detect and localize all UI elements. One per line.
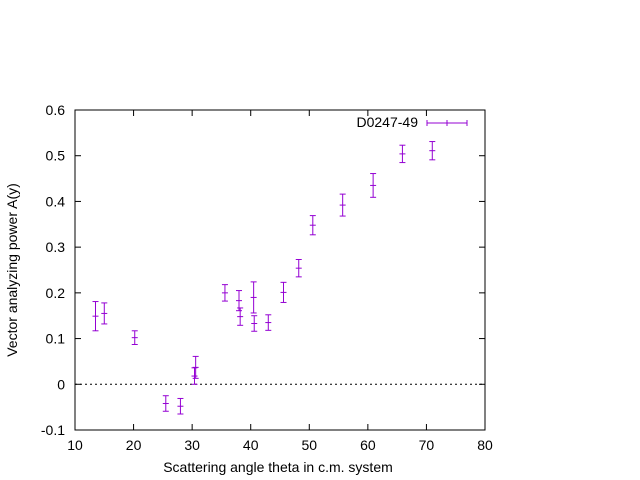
y-axis-label: Vector analyzing power A(y) <box>4 183 20 357</box>
legend-sample-series-0 <box>426 120 468 126</box>
x-tick-label-3: 40 <box>243 437 259 453</box>
data-point-0-6 <box>192 355 199 379</box>
plot-frame <box>74 109 486 431</box>
legend-label-series-0: D0247-49 <box>357 114 419 130</box>
y-tick-label-1: 0 <box>57 376 65 392</box>
y-tick-label-5: 0.4 <box>46 193 66 209</box>
data-point-0-8 <box>236 290 242 312</box>
data-point-0-10 <box>250 281 257 314</box>
data-point-0-15 <box>309 215 316 236</box>
x-tick-label-6: 70 <box>419 437 435 453</box>
x-tick-labels: 10 20 30 40 50 60 70 80 <box>67 437 493 453</box>
y-tick-label-2: 0.1 <box>46 331 66 347</box>
data-point-0-16 <box>339 193 346 217</box>
data-point-0-14 <box>295 258 302 278</box>
data-point-0-1 <box>101 302 108 325</box>
data-point-0-19 <box>429 141 436 161</box>
y-tick-label-4: 0.3 <box>46 239 66 255</box>
data-point-0-4 <box>177 397 184 415</box>
data-point-0-12 <box>265 314 272 331</box>
data-point-0-18 <box>399 144 406 164</box>
y-tick-labels: -0.1 0 0.1 0.2 0.3 0.4 0.5 0.6 <box>41 102 65 438</box>
legend: D0247-49 <box>357 114 468 130</box>
data-point-0-3 <box>162 395 169 412</box>
data-point-0-0 <box>92 301 99 332</box>
data-point-0-11 <box>251 315 258 332</box>
x-axis-label: Scattering angle theta in c.m. system <box>163 459 393 475</box>
x-tick-label-0: 10 <box>67 437 83 453</box>
x-tick-label-5: 60 <box>360 437 376 453</box>
y-tick-label-7: 0.6 <box>46 102 66 118</box>
data-points <box>92 141 436 415</box>
data-point-0-9 <box>237 307 244 326</box>
data-point-0-17 <box>370 173 377 198</box>
data-point-0-7 <box>221 284 228 302</box>
axis-ticks <box>74 109 486 431</box>
y-tick-label-3: 0.2 <box>46 285 66 301</box>
x-tick-label-4: 50 <box>301 437 317 453</box>
y-tick-label-6: 0.5 <box>46 148 66 164</box>
x-tick-label-1: 20 <box>126 437 142 453</box>
data-point-0-2 <box>131 330 138 346</box>
x-tick-label-7: 80 <box>477 437 493 453</box>
y-tick-label-0: -0.1 <box>41 422 65 438</box>
data-point-0-13 <box>280 281 287 303</box>
data-point-0-5 <box>191 367 198 385</box>
x-tick-label-2: 30 <box>184 437 200 453</box>
